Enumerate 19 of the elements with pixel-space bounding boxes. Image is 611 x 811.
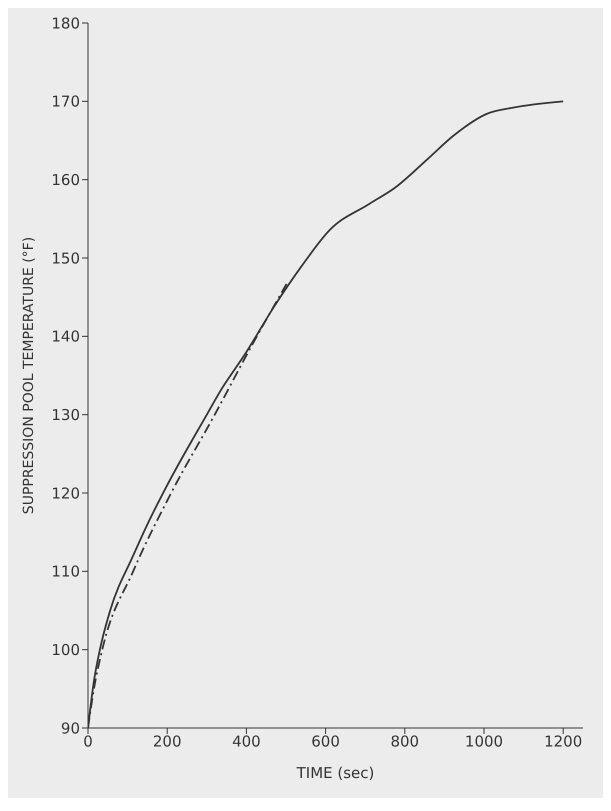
y-tick-label: 170	[51, 92, 80, 111]
y-tick-label: 150	[51, 249, 80, 268]
x-tick-label: 200	[152, 732, 182, 751]
y-axis-title: SUPPRESSION POOL TEMPERATURE (°F)	[20, 236, 37, 514]
y-tick-label: 140	[51, 328, 80, 346]
y-tick-label: 130	[51, 406, 80, 424]
x-tick-label: 0	[83, 732, 93, 751]
y-tick-label: 110	[51, 562, 80, 581]
x-axis-title: TIME (sec)	[296, 764, 374, 782]
y-tick-label: 180	[51, 14, 80, 32]
x-tick-label: 1000	[464, 732, 504, 751]
y-tick-label: 160	[51, 170, 80, 189]
x-tick-label: 600	[311, 732, 340, 751]
y-tick-label: 120	[51, 484, 80, 502]
x-tick-label: 400	[232, 732, 261, 751]
y-tick-label: 90	[60, 719, 80, 738]
x-tick-label: 1200	[544, 732, 582, 751]
y-tick-label: 100	[51, 640, 80, 659]
x-tick-label: 800	[390, 732, 420, 751]
